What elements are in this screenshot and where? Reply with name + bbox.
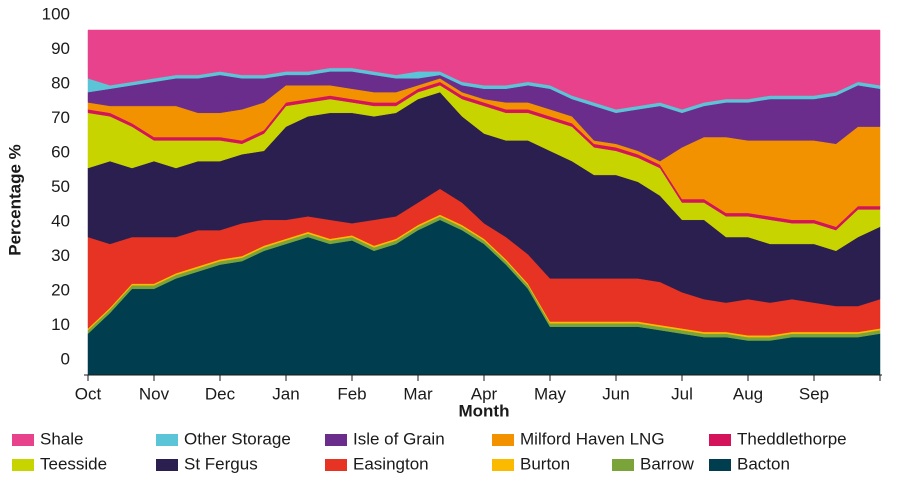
y-tick-label: 20 (51, 280, 70, 299)
x-tick-label: Aug (733, 384, 763, 403)
y-tick-label: 50 (51, 177, 70, 196)
legend-label: St Fergus (184, 454, 258, 473)
legend-label: Teesside (40, 454, 107, 473)
x-tick-label: Nov (139, 384, 170, 403)
x-tick-label: Feb (337, 384, 366, 403)
areas (87, 29, 881, 376)
legend-swatch (612, 459, 634, 471)
x-tick-label: Mar (403, 384, 433, 403)
x-tick-label: Dec (205, 384, 236, 403)
x-tick-label: May (534, 384, 567, 403)
x-tick-label: Sep (799, 384, 829, 403)
legend-label: Barrow (640, 454, 695, 473)
x-axis-title: Month (459, 401, 510, 420)
area (87, 29, 881, 110)
x-tick-label: Apr (471, 384, 498, 403)
legend-label: Theddlethorpe (737, 429, 847, 448)
x-tick-label: Jul (671, 384, 693, 403)
legend-label: Shale (40, 429, 83, 448)
legend-swatch (12, 459, 34, 471)
y-tick-label: 90 (51, 39, 70, 58)
legend-label: Easington (353, 454, 429, 473)
legend-swatch (325, 459, 347, 471)
y-axis-title: Percentage % (5, 144, 24, 256)
y-tick-label: 30 (51, 246, 70, 265)
x-tick-label: Jan (272, 384, 299, 403)
legend-label: Isle of Grain (353, 429, 445, 448)
x-tick-label: Jun (602, 384, 629, 403)
legend-swatch (156, 434, 178, 446)
y-tick-label: 80 (51, 73, 70, 92)
legend-swatch (709, 434, 731, 446)
x-tick-label: Oct (75, 384, 102, 403)
y-tick-label: 40 (51, 211, 70, 230)
legend-swatch (325, 434, 347, 446)
y-tick-label: 60 (51, 142, 70, 161)
y-tick-label: 100 (42, 4, 70, 23)
legend-label: Other Storage (184, 429, 291, 448)
legend-swatch (492, 459, 514, 471)
legend-label: Burton (520, 454, 570, 473)
y-tick-label: 0 (61, 349, 70, 368)
legend-swatch (12, 434, 34, 446)
legend-label: Milford Haven LNG (520, 429, 665, 448)
y-tick-label: 10 (51, 315, 70, 334)
legend-swatch (492, 434, 514, 446)
legend-label: Bacton (737, 454, 790, 473)
legend-swatch (156, 459, 178, 471)
y-tick-label: 70 (51, 108, 70, 127)
legend-swatch (709, 459, 731, 471)
